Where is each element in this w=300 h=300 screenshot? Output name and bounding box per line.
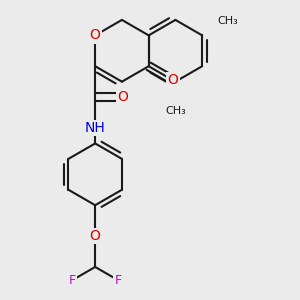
Text: CH₃: CH₃ xyxy=(217,16,238,26)
Text: O: O xyxy=(118,90,128,104)
Text: F: F xyxy=(69,274,76,286)
Text: O: O xyxy=(167,73,178,87)
Text: CH₃: CH₃ xyxy=(165,106,186,116)
Text: NH: NH xyxy=(85,121,106,135)
Text: F: F xyxy=(114,274,122,286)
Text: O: O xyxy=(90,229,101,243)
Text: O: O xyxy=(90,28,101,42)
